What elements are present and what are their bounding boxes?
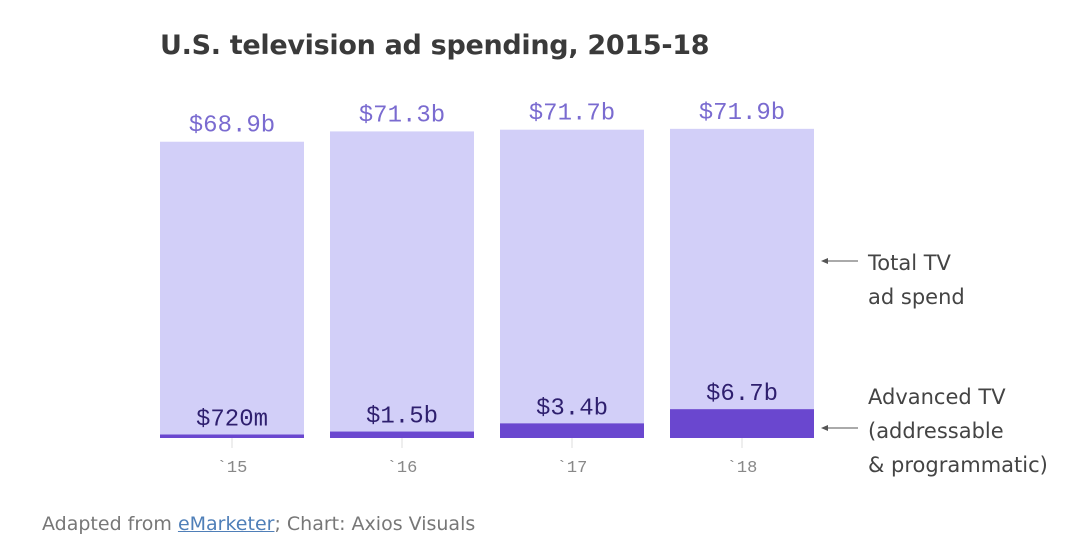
- advanced-value-label: $3.4b: [536, 395, 608, 422]
- total-annotation: Total TV ad spend: [868, 246, 965, 314]
- advanced-annotation-line: & programmatic): [868, 453, 1048, 477]
- advanced-bar: [330, 431, 474, 438]
- x-tick-label: `17: [557, 459, 588, 478]
- total-value-label: $71.7b: [529, 101, 615, 128]
- advanced-bar: [670, 409, 814, 438]
- x-tick-label: `16: [387, 459, 418, 478]
- advanced-value-label: $1.5b: [366, 404, 438, 431]
- x-tick-label: `15: [217, 459, 248, 478]
- advanced-value-label: $720m: [196, 407, 268, 434]
- total-bar: [500, 129, 644, 438]
- source-link[interactable]: eMarketer: [177, 513, 275, 535]
- advanced-annotation-line: (addressable: [868, 419, 1004, 443]
- total-bar: [670, 128, 814, 438]
- advanced-bar: [160, 434, 304, 438]
- total-value-label: $71.9b: [699, 100, 785, 127]
- source-footer: Adapted from eMarketer; Chart: Axios Vis…: [42, 513, 475, 535]
- x-tick-label: `18: [727, 459, 758, 478]
- total-bar: [330, 131, 474, 438]
- total-annotation-line: ad spend: [868, 285, 965, 309]
- advanced-annotation-line: Advanced TV: [868, 385, 1006, 409]
- advanced-value-label: $6.7b: [706, 381, 778, 408]
- footer-suffix: ; Chart: Axios Visuals: [274, 513, 476, 535]
- advanced-annotation: Advanced TV (addressable & programmatic): [868, 380, 1048, 482]
- advanced-bar: [500, 423, 644, 438]
- advanced-arrow-icon-head: [821, 425, 828, 431]
- total-value-label: $68.9b: [189, 113, 275, 140]
- footer-prefix: Adapted from: [42, 513, 178, 535]
- total-value-label: $71.3b: [359, 102, 445, 129]
- total-bar: [160, 141, 304, 439]
- total-annotation-line: Total TV: [868, 251, 951, 275]
- chart-title: U.S. television ad spending, 2015-18: [160, 30, 710, 61]
- total-arrow-icon-head: [821, 258, 828, 264]
